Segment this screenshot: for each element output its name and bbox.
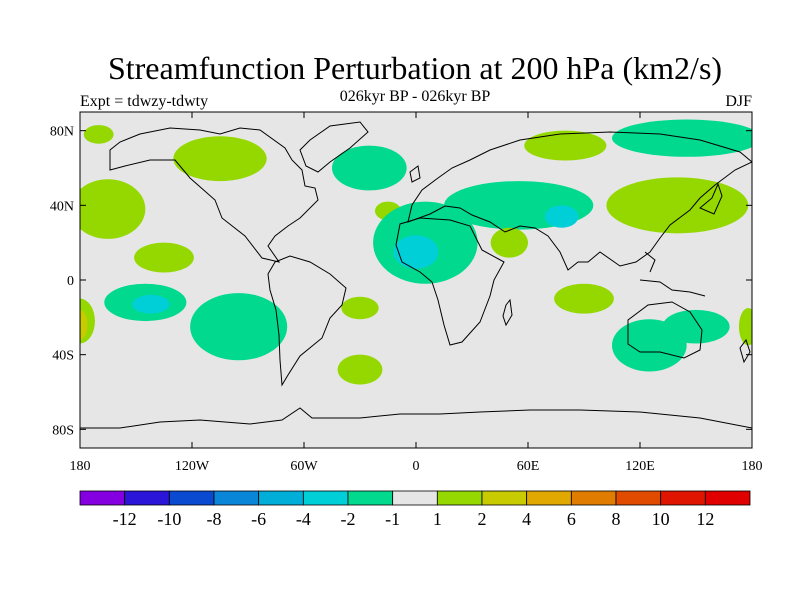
madagascar-coastline [502,298,513,327]
colorbar: -12 -10 -8 -6 -4 -2 -1 1 2 4 6 8 10 12 [79,490,751,529]
anomaly-east-asia-positive [606,177,749,234]
anomaly-south-atlantic-positive-2 [337,354,383,385]
colorbar-swatch [168,490,215,506]
colorbar-swatch [213,490,260,506]
antarctica-coastline [80,407,752,429]
anomaly-south-atlantic-positive [341,296,379,320]
colorbar-label: -1 [385,509,400,529]
lon-tick-label: 180 [742,459,763,474]
anomaly-tasman-negative [662,309,730,344]
longitude-axis: 180 120W 60W 0 60E 120E 180 [70,112,763,474]
lat-tick-label: 0 [67,274,74,289]
anomaly-arctic-negative [612,119,752,157]
anomaly-indian-ocean-positive [554,283,614,314]
colorbar-swatch [79,490,126,506]
north-america-coastline [109,127,319,263]
anomaly-canada-positive [173,136,267,182]
greenland-coastline [299,121,369,173]
anomaly-siberia-positive [524,130,607,161]
colorbar-swatch [481,490,528,506]
australia-coastline [627,301,703,359]
colorbar-label: -10 [157,509,181,529]
lon-tick-label: 60W [290,459,318,474]
colorbar-swatch [704,490,751,506]
experiment-label: Expt = tdwzy-tdwty [80,93,209,110]
anomaly-layer [80,119,752,385]
colorbar-label: 2 [478,509,487,529]
lon-tick-label: 180 [70,459,91,474]
colorbar-label: -12 [113,509,137,529]
eurasia-coastline [407,131,752,271]
colorbar-label: 1 [433,509,442,529]
lat-tick-label: 80N [50,125,74,140]
south-america-coastline [267,255,347,387]
africa-coastline [395,217,505,346]
colorbar-swatch [526,490,572,506]
colorbar-label: 10 [652,509,670,529]
lon-tick-label: 60E [517,459,540,474]
colorbar-label: 12 [696,509,714,529]
colorbar-label: -6 [251,509,266,529]
season-label: DJF [725,93,752,110]
colorbar-swatch [347,490,394,506]
anomaly-tropical-pacific-positive [134,242,194,273]
map-panel: 80N 40N 0 40S 80S 180 120W 60W 0 60E 120E 180 [50,111,763,474]
colorbar-label: 6 [567,509,576,529]
colorbar-swatch [302,490,349,506]
colorbar-label: -4 [296,509,311,529]
plot-title: Streamfunction Perturbation at 200 hPa (… [107,50,723,86]
plot-subtitle: 026kyr BP - 026kyr BP [339,88,491,105]
anomaly-southeast-pacific-negative [190,293,288,361]
british-isles-coastline [409,165,421,183]
lat-tick-label: 40S [52,349,74,364]
anomaly-arabia-positive [490,227,528,258]
colorbar-swatch [615,490,662,506]
anomaly-north-atlantic-negative [332,145,407,191]
new-zealand-coastline [739,338,751,364]
anomaly-south-pacific-negative-core [132,294,170,314]
colorbar-label: -8 [207,509,222,529]
colorbar-swatch [258,490,304,506]
colorbar-label: -2 [341,509,356,529]
anomaly-north-pacific-positive [80,179,146,239]
latitude-axis: 80N 40N 0 40S 80S [50,125,752,438]
anomaly-east-date-line-positive [738,308,752,346]
colorbar-swatch [436,490,483,506]
lon-tick-label: 120W [175,459,210,474]
lat-tick-label: 80S [52,423,74,438]
anomaly-date-line-positive-core [80,309,88,340]
colorbar-label: 4 [522,509,531,529]
colorbar-swatch [392,490,438,506]
lon-tick-label: 0 [413,459,420,474]
japan-coastline [699,182,723,215]
anomaly-central-asia-negative-core [544,205,579,228]
colorbar-swatch [124,490,170,506]
anomaly-alaska-positive [83,125,114,144]
lon-tick-label: 120E [625,459,655,474]
colorbar-swatch [660,490,706,506]
colorbar-label: 8 [612,509,621,529]
colorbar-swatch [570,490,617,506]
maritime-continent-coastline [639,251,706,297]
anomaly-tropical-atlantic-negative-core [393,235,439,269]
coastlines [80,121,752,429]
lat-tick-label: 40N [50,199,74,214]
